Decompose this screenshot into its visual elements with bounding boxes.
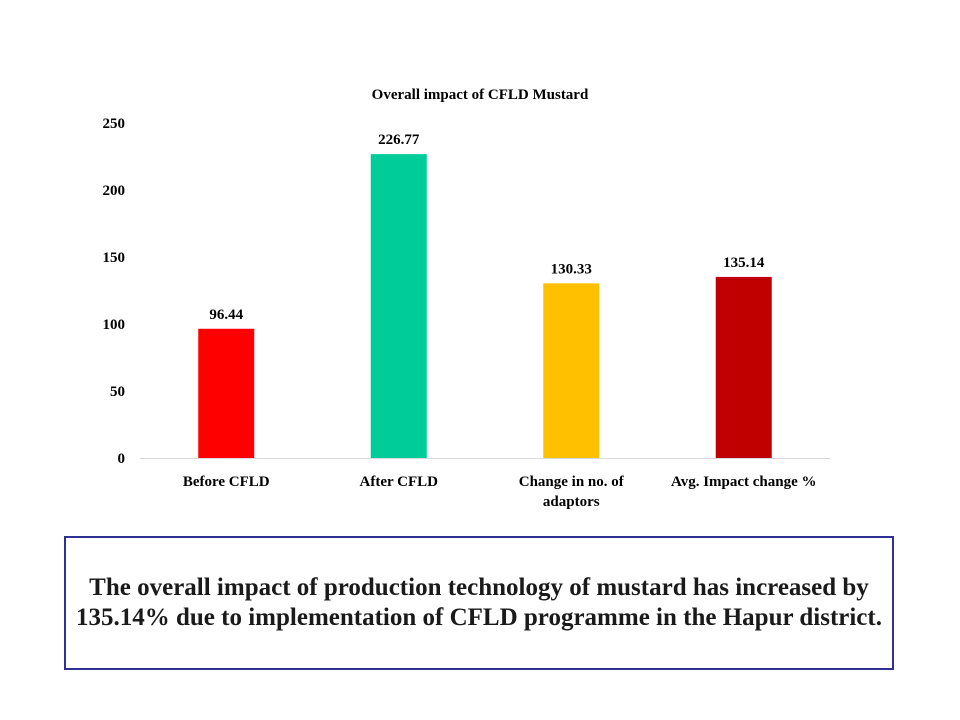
summary-text: The overall impact of production technol… (68, 573, 890, 633)
category-label-line: Avg. Impact change % (671, 474, 817, 490)
bar-0 (198, 328, 255, 458)
y-tick-label-3: 150 (103, 250, 126, 266)
category-label-line: Before CFLD (183, 474, 270, 490)
chart-title: Overall impact of CFLD Mustard (372, 87, 589, 103)
y-tick-label-1: 50 (110, 384, 125, 400)
bars (198, 154, 772, 458)
category-label-0: Before CFLD (183, 474, 270, 490)
bar-2 (543, 283, 600, 458)
summary-box: The overall impact of production technol… (64, 536, 894, 670)
data-label-2: 130.33 (551, 261, 592, 277)
y-tick-label-5: 250 (103, 116, 126, 132)
category-label-3: Avg. Impact change % (671, 474, 817, 490)
category-label-2: Change in no. of adaptors (519, 474, 625, 510)
summary-line-1: The overall impact of production technol… (89, 574, 869, 601)
category-label-line: Change in no. of (519, 474, 625, 490)
data-label-1: 226.77 (378, 132, 420, 148)
summary-line-2: 135.14% due to implementation of CFLD pr… (76, 604, 882, 631)
category-labels: Before CFLD After CFLD Change in no. of ada… (183, 474, 817, 510)
data-label-0: 96.44 (209, 307, 243, 323)
bar-1 (370, 154, 427, 458)
bar-chart: Overall impact of CFLD Mustard 0 50 100 150… (103, 87, 830, 510)
y-tick-label-4: 200 (103, 183, 126, 199)
category-label-line: adaptors (543, 494, 600, 510)
bar-3 (715, 276, 772, 458)
category-label-line: After CFLD (360, 474, 439, 490)
category-label-1: After CFLD (360, 474, 439, 490)
data-label-3: 135.14 (723, 255, 765, 271)
y-tick-label-0: 0 (118, 451, 126, 467)
y-tick-label-2: 100 (103, 317, 126, 333)
data-labels: 96.44 226.77 130.33 135.14 (209, 132, 765, 323)
y-axis-ticks: 0 50 100 150 200 250 (103, 116, 126, 467)
